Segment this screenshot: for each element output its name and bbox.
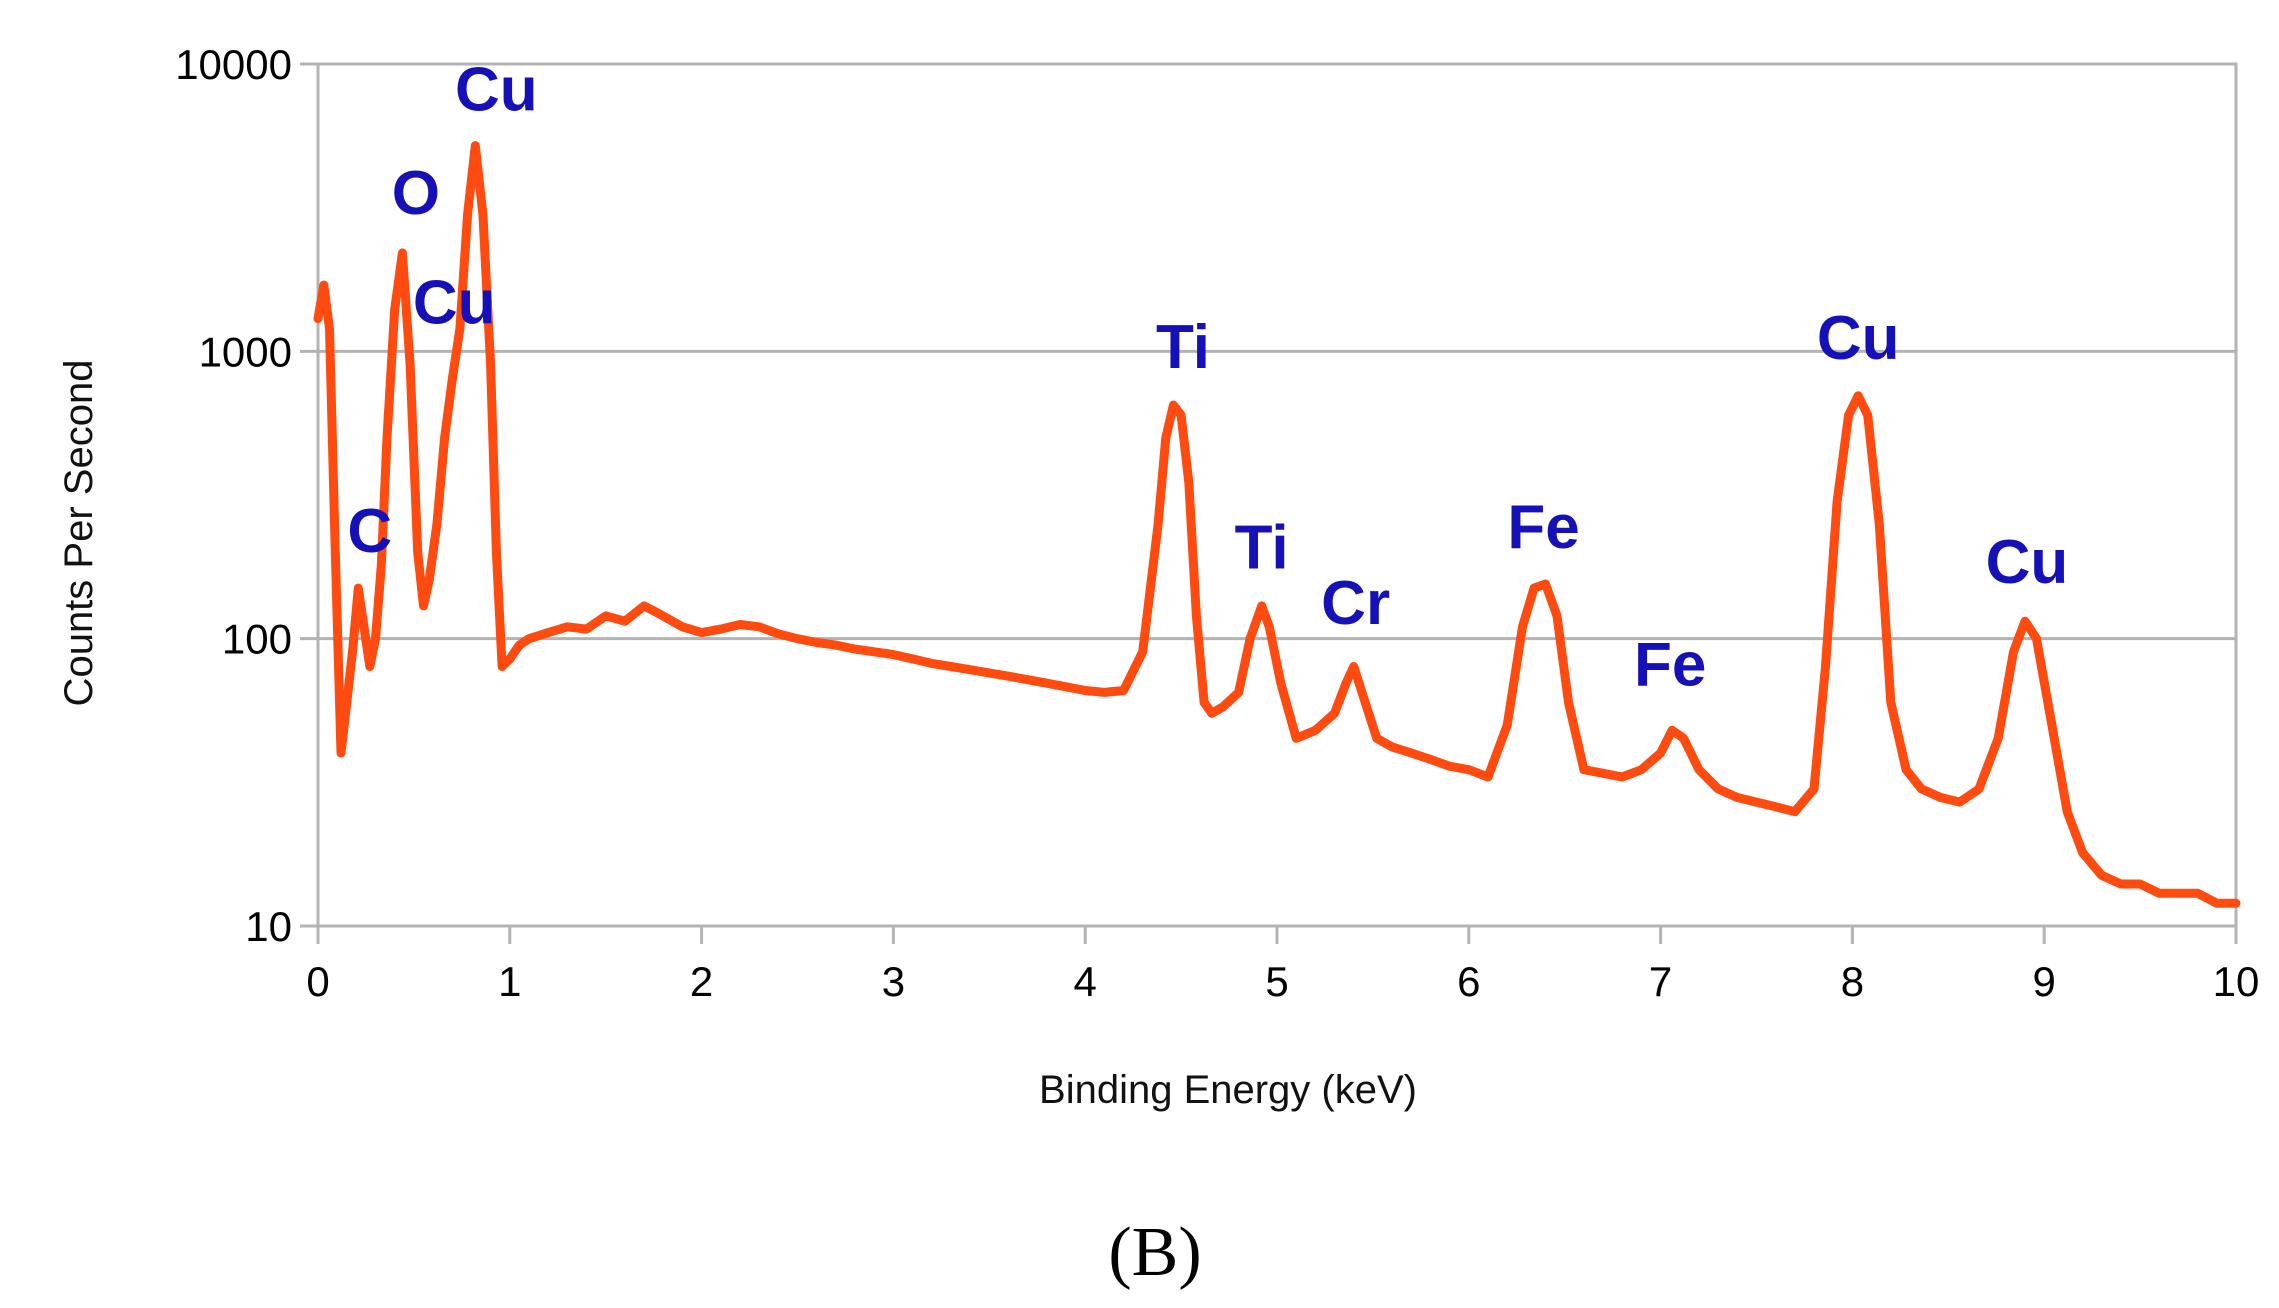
x-tick-label: 4 bbox=[1074, 958, 1097, 1005]
peak-label-ti: Ti bbox=[1156, 313, 1210, 382]
peak-label-fe: Fe bbox=[1634, 630, 1706, 699]
y-axis-title: Counts Per Second bbox=[57, 360, 101, 707]
peak-label-cu: Cu bbox=[413, 268, 496, 337]
x-tick-label: 10 bbox=[2213, 958, 2260, 1005]
x-tick-label: 9 bbox=[2033, 958, 2056, 1005]
x-tick-label: 2 bbox=[690, 958, 713, 1005]
peak-label-cu: Cu bbox=[1817, 304, 1900, 373]
x-tick-label: 5 bbox=[1265, 958, 1288, 1005]
peak-label-cr: Cr bbox=[1321, 569, 1390, 638]
x-tick-label: 0 bbox=[306, 958, 329, 1005]
x-tick-label: 8 bbox=[1841, 958, 1864, 1005]
x-tick-label: 7 bbox=[1649, 958, 1672, 1005]
x-tick-label: 6 bbox=[1457, 958, 1480, 1005]
x-axis-title: Binding Energy (keV) bbox=[1039, 1068, 1417, 1112]
spectrum-line bbox=[313, 141, 2241, 908]
y-tick-label: 10 bbox=[245, 903, 292, 950]
peak-label-cu: Cu bbox=[455, 56, 538, 125]
y-tick-label: 100 bbox=[222, 616, 292, 663]
y-tick-label: 1000 bbox=[199, 328, 292, 375]
x-tick-label: 1 bbox=[498, 958, 521, 1005]
y-tick-label: 10000 bbox=[175, 41, 292, 88]
peak-label-o: O bbox=[392, 159, 440, 228]
x-tick-label: 3 bbox=[882, 958, 905, 1005]
peak-label-ti: Ti bbox=[1235, 514, 1289, 583]
axis-ticks: 10 100 1000 10000 0 1 2 3 4 5 6 7 8 9 10 bbox=[175, 41, 2259, 1005]
peak-label-c: C bbox=[347, 497, 392, 566]
panel-label: (B) bbox=[1108, 1214, 1201, 1291]
peak-label-cu: Cu bbox=[1986, 528, 2069, 597]
peak-label-fe: Fe bbox=[1507, 493, 1579, 562]
